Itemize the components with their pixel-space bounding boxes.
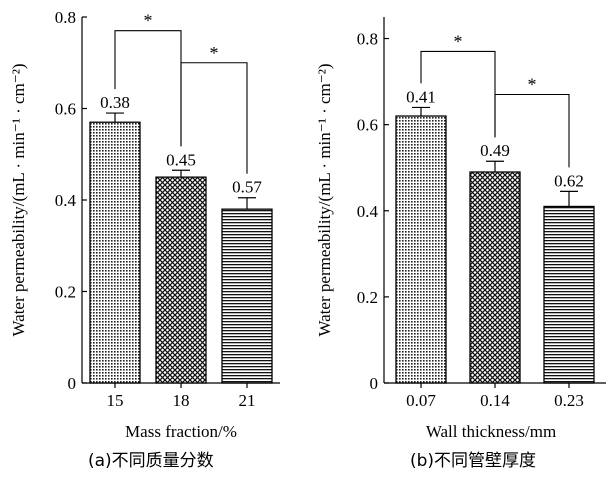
bar xyxy=(543,205,595,384)
y-tick-label: 0 xyxy=(370,374,379,393)
caption-b: (b)不同管壁厚度 xyxy=(410,451,537,471)
y-tick-label: 0.4 xyxy=(55,191,77,210)
bar-value-label: 0.57 xyxy=(232,178,262,197)
x-axis-label: Wall thickness/mm xyxy=(426,422,556,441)
y-axis-label: Water permeability/(mL · min⁻¹ · cm⁻²) xyxy=(315,63,334,336)
caption-a: (a)不同质量分数 xyxy=(88,451,214,471)
significance-bracket xyxy=(494,93,570,168)
chart-panel-a: 0 0.2 0.4 0.6 0.8 0.38 15 0.45 18 0.57 21 * * Mass fr… xyxy=(9,8,280,441)
x-tick-label: 15 xyxy=(107,391,124,410)
bar xyxy=(89,121,141,384)
y-tick-label: 0.2 xyxy=(357,288,378,307)
y-tick-label: 0.4 xyxy=(357,202,379,221)
bar xyxy=(395,115,447,384)
y-tick-label: 0.6 xyxy=(55,100,76,119)
x-tick-label: 21 xyxy=(239,391,256,410)
bar xyxy=(221,208,273,384)
bar xyxy=(469,171,521,384)
significance-bracket xyxy=(180,62,248,174)
y-axis-label: Water permeability/(mL · min⁻¹ · cm⁻²) xyxy=(9,63,28,336)
significance-label: * xyxy=(454,31,463,51)
x-tick-label: 0.07 xyxy=(406,391,436,410)
y-tick-label: 0.8 xyxy=(357,30,378,49)
x-tick-label: 0.14 xyxy=(480,391,510,410)
x-tick-label: 0.23 xyxy=(554,391,584,410)
y-tick-label: 0.8 xyxy=(55,8,76,27)
bar-value-label: 0.62 xyxy=(554,171,584,190)
y-tick-label: 0.2 xyxy=(55,283,76,302)
x-axis-label: Mass fraction/% xyxy=(125,422,237,441)
chart-panel-b: 0 0.2 0.4 0.6 0.8 0.41 0.07 0.49 0.14 0.62 0.23 * * W… xyxy=(315,17,606,441)
y-tick-label: 0 xyxy=(68,374,77,393)
y-tick-label: 0.6 xyxy=(357,116,378,135)
significance-label: * xyxy=(144,11,153,31)
bar-value-label: 0.41 xyxy=(406,87,436,106)
bar-value-label: 0.38 xyxy=(100,93,130,112)
significance-label: * xyxy=(210,43,219,63)
significance-label: * xyxy=(528,75,537,95)
bar-value-label: 0.45 xyxy=(166,150,196,169)
x-tick-label: 18 xyxy=(173,391,190,410)
bar-value-label: 0.49 xyxy=(480,141,510,160)
bar xyxy=(155,176,207,384)
